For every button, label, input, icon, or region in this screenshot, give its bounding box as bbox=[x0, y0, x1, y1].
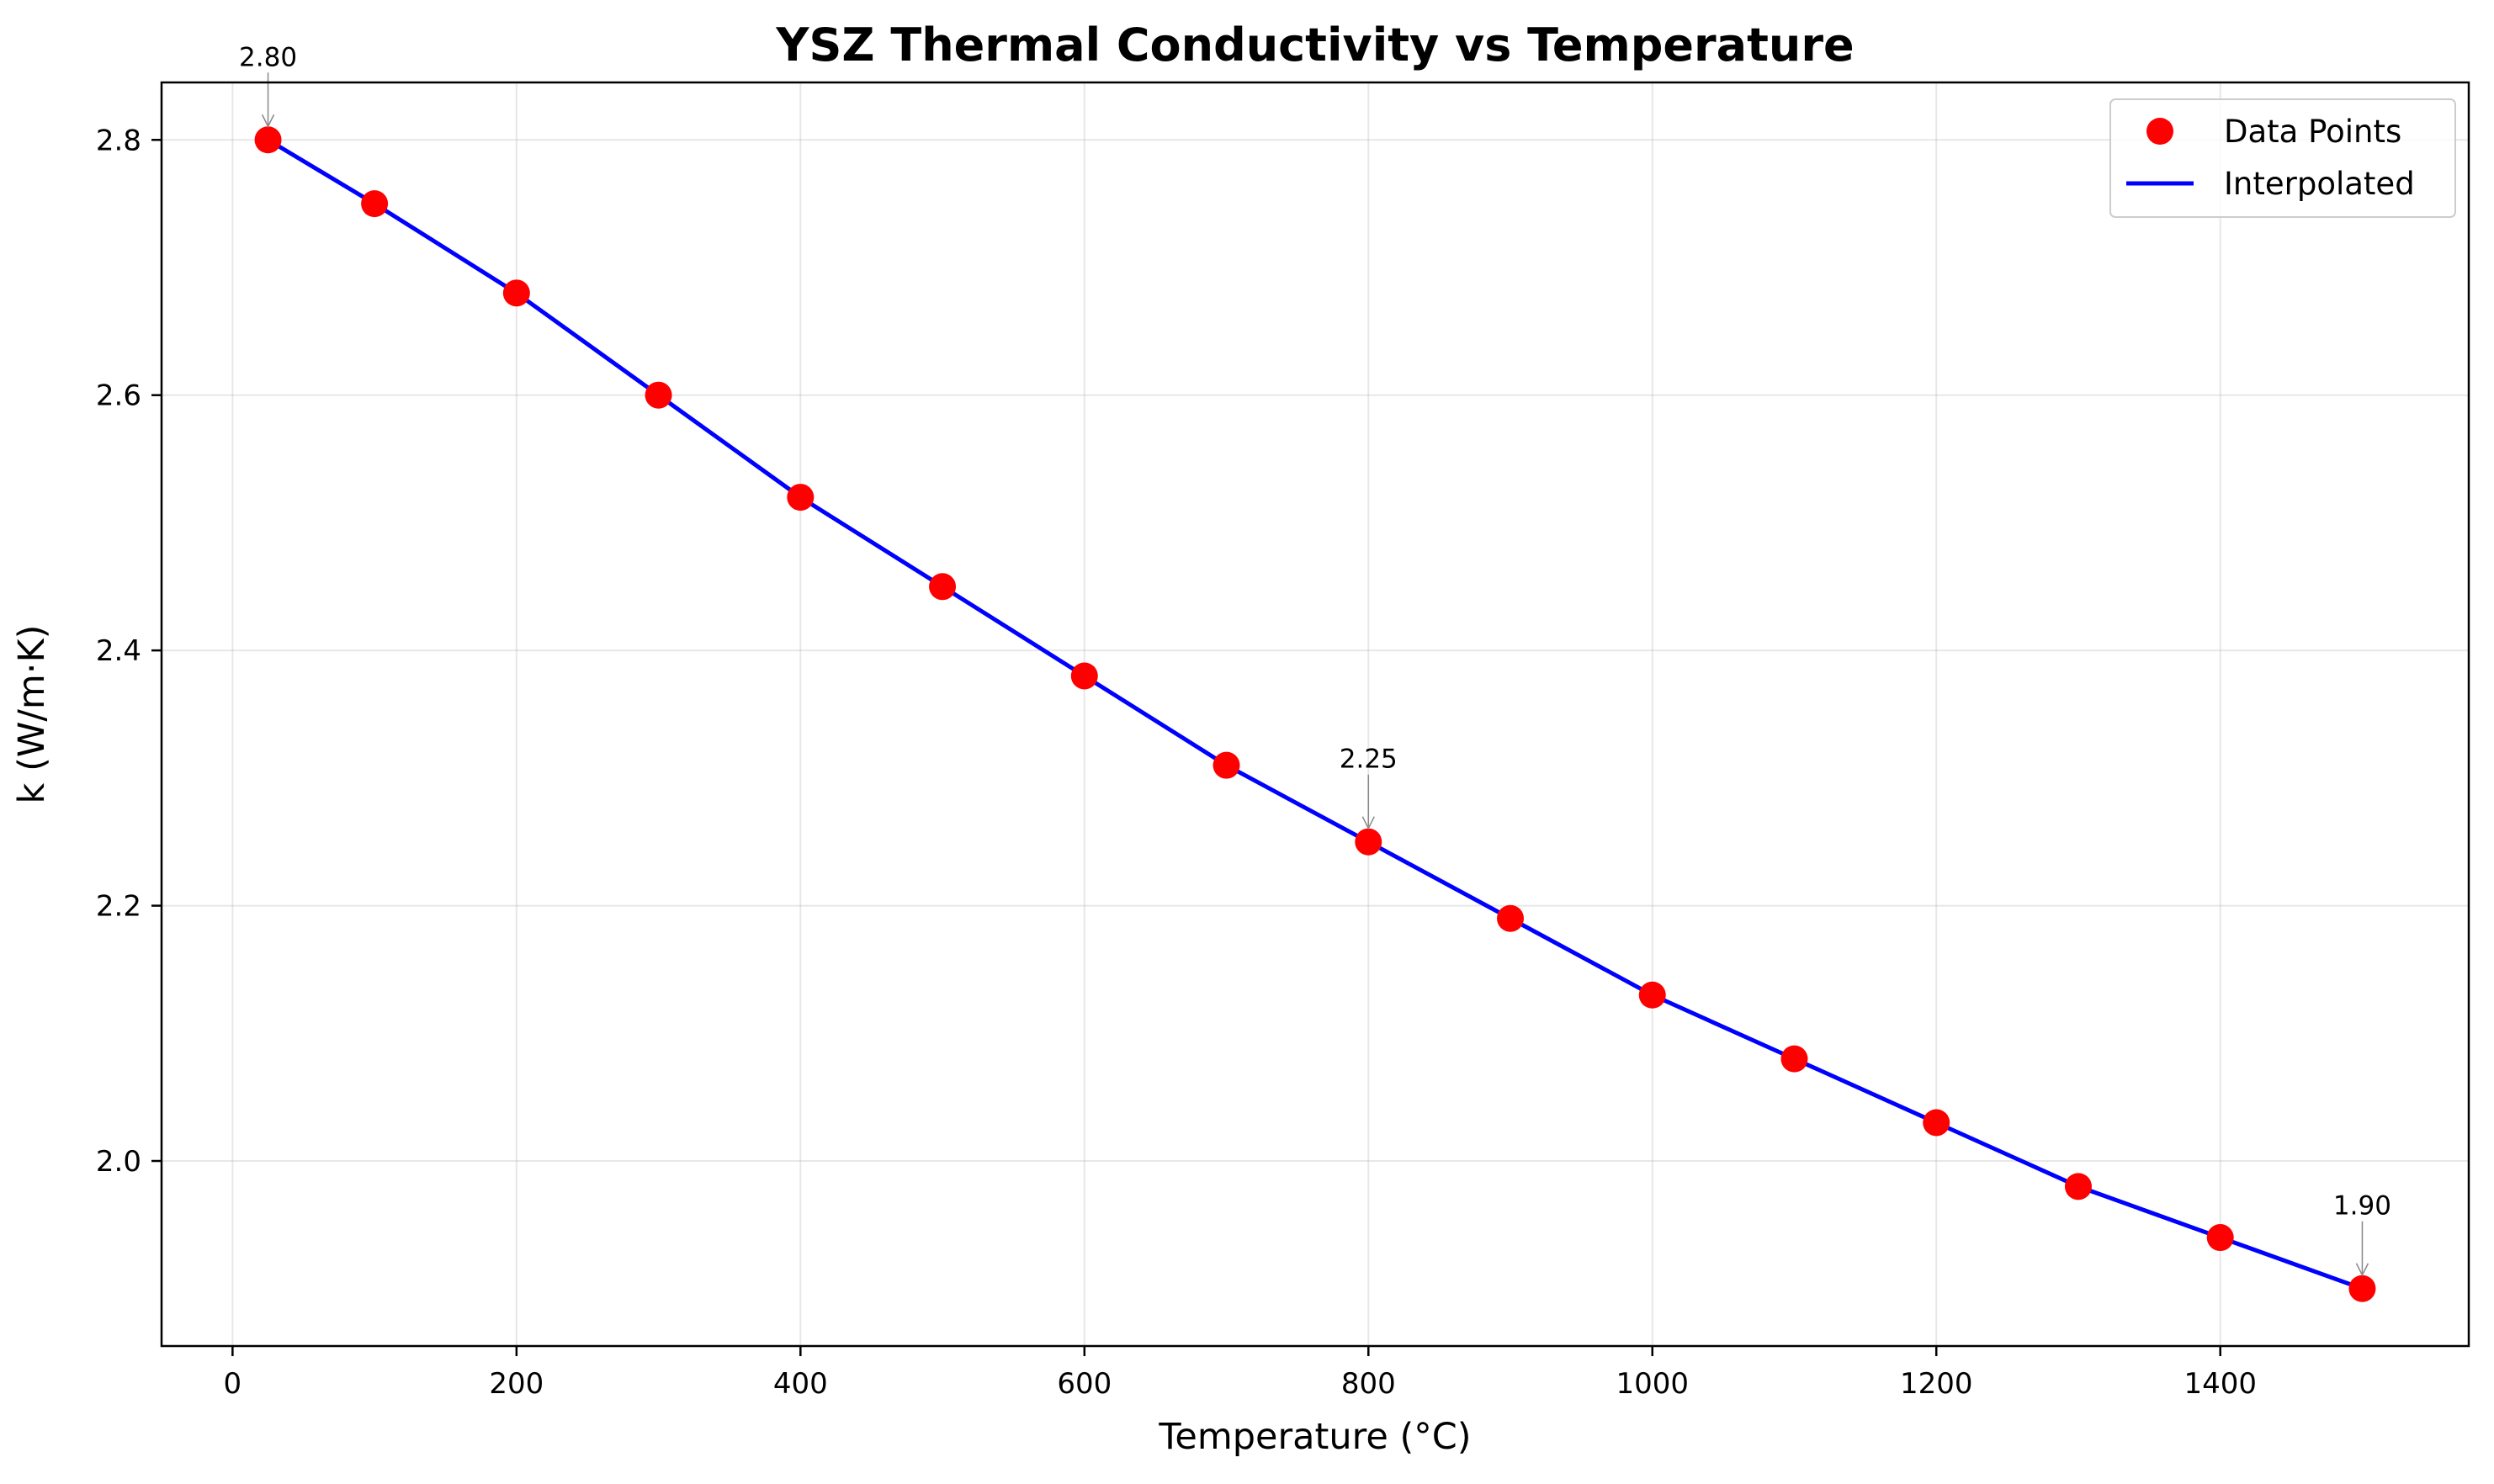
y-tick-label: 2.8 bbox=[96, 124, 141, 157]
y-tick-label: 2.4 bbox=[96, 634, 141, 668]
x-tick-label: 1000 bbox=[1616, 1367, 1689, 1401]
data-point bbox=[2064, 1173, 2092, 1200]
tick-layer: 0 200 400 600 800 1000 1200 1400 2.0 2.2 2.4 2.6 2.8 bbox=[96, 124, 2257, 1401]
chart-title: YSZ Thermal Conductivity vs Temperature bbox=[775, 19, 1854, 72]
annotation-layer: 2.80 2.25 1.90 bbox=[239, 42, 2391, 1277]
x-tick-label: 1200 bbox=[1900, 1367, 1973, 1401]
data-point bbox=[361, 190, 389, 218]
interpolated-line bbox=[267, 138, 2364, 1291]
plot-frame bbox=[160, 81, 2470, 1348]
y-tick-label: 2.6 bbox=[96, 379, 141, 413]
data-point bbox=[1355, 828, 1382, 856]
data-point bbox=[2348, 1275, 2376, 1302]
annotation-arrowhead bbox=[1361, 816, 1375, 830]
y-axis-label: k (W/m·K) bbox=[11, 625, 53, 804]
annotation-label: 2.25 bbox=[1340, 745, 1398, 775]
data-point bbox=[1213, 751, 1240, 779]
data-point bbox=[502, 279, 530, 307]
data-point bbox=[1638, 981, 1666, 1009]
grid-layer bbox=[162, 82, 2469, 1346]
x-tick-label: 200 bbox=[489, 1367, 544, 1401]
data-point bbox=[254, 126, 282, 154]
data-point bbox=[2206, 1224, 2234, 1252]
annotation-label: 1.90 bbox=[2333, 1191, 2391, 1222]
data-point bbox=[1070, 662, 1098, 690]
data-point bbox=[1923, 1109, 1950, 1137]
data-point bbox=[929, 573, 957, 601]
annotation-arrowhead bbox=[2355, 1263, 2369, 1277]
data-point bbox=[787, 484, 815, 511]
x-tick-label: 0 bbox=[224, 1367, 242, 1401]
data-point bbox=[1780, 1045, 1808, 1073]
y-tick-label: 2.2 bbox=[96, 890, 141, 924]
data-point bbox=[1497, 904, 1525, 932]
legend-label-interpolated: Interpolated bbox=[2224, 166, 2415, 202]
y-tick-label: 2.0 bbox=[96, 1145, 141, 1179]
legend-marker-data-points bbox=[2146, 118, 2173, 145]
annotation-label: 2.80 bbox=[239, 42, 297, 72]
legend-box bbox=[2109, 98, 2456, 218]
x-tick-label: 600 bbox=[1057, 1367, 1112, 1401]
series-layer bbox=[254, 126, 2376, 1302]
legend: Data Points Interpolated bbox=[2109, 98, 2456, 218]
x-axis-label: Temperature (°C) bbox=[1158, 1416, 1471, 1458]
x-tick-label: 1400 bbox=[2184, 1367, 2257, 1401]
x-tick-label: 800 bbox=[1341, 1367, 1396, 1401]
annotation-arrowhead bbox=[261, 114, 275, 128]
x-tick-label: 400 bbox=[773, 1367, 828, 1401]
data-point bbox=[645, 381, 672, 409]
legend-label-data-points: Data Points bbox=[2224, 114, 2401, 150]
